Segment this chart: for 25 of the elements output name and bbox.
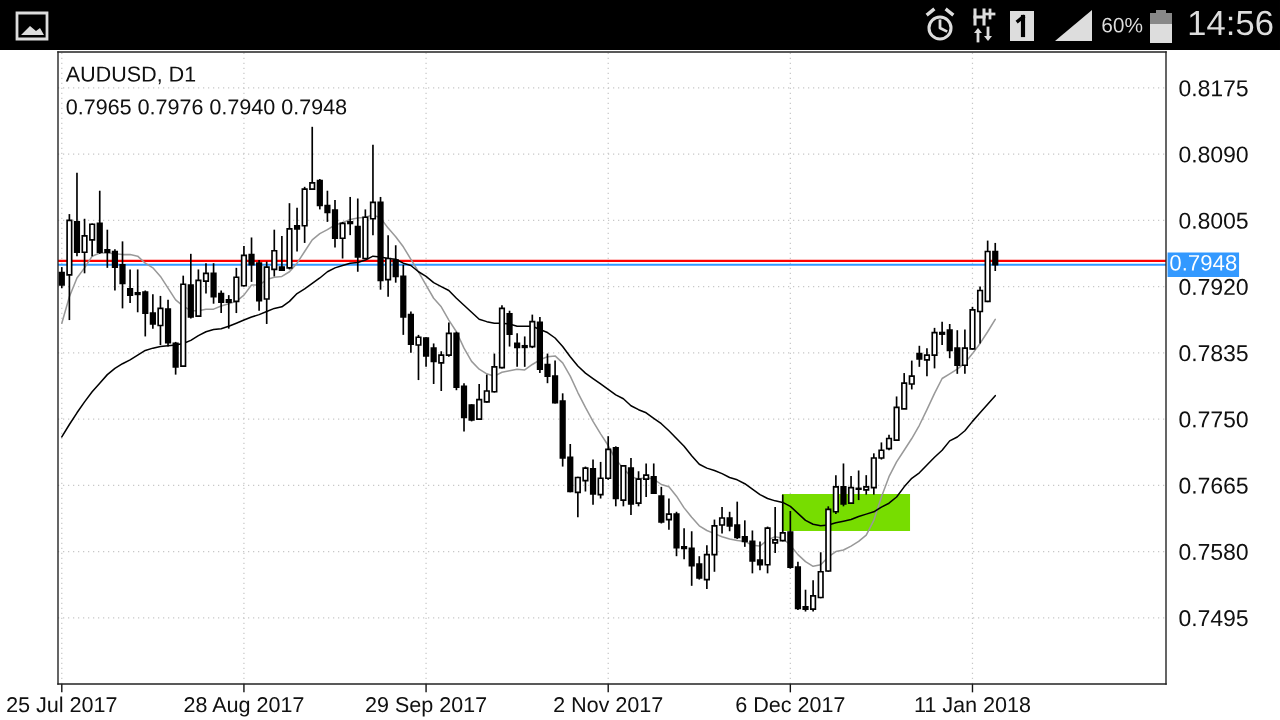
- text: 0.7965 0.7976 0.7940 0.7948: [66, 99, 347, 115]
- candlestick: [908, 359, 915, 391]
- candlestick: [514, 332, 521, 368]
- text: 14:56: [1189, 10, 1273, 36]
- candlestick: [916, 344, 923, 368]
- y-tick-label: 0.8175: [1179, 80, 1248, 97]
- x-tick-label: 11 Jan 2018: [915, 697, 1031, 713]
- candlestick: [126, 268, 134, 304]
- x-tick-label: 25 Jul 2017: [7, 696, 117, 713]
- y-tick-label: 0.7835: [1179, 345, 1248, 362]
- y-tick-label: 0.7495: [1179, 610, 1248, 627]
- text: AUDUSD, D1: [65, 66, 196, 85]
- ref-line-label: 0.7948: [1170, 254, 1237, 271]
- y-tick-label: 0.7920: [1179, 278, 1248, 296]
- x-tick-label: 28 Aug 2017: [184, 697, 304, 717]
- y-tick-label: 0.8005: [1179, 212, 1248, 229]
- x-tick-label: 29 Sep 2017: [366, 697, 487, 717]
- y-tick-label: 0.8090: [1179, 146, 1248, 163]
- candlestick: [650, 462, 657, 495]
- x-tick-label: 2 Nov 2017: [554, 697, 663, 713]
- y-tick-label: 0.7665: [1179, 477, 1248, 494]
- text: 60%: [1102, 17, 1143, 33]
- y-tick-label: 0.7750: [1179, 411, 1248, 428]
- x-tick-label: 6 Dec 2017: [736, 697, 845, 713]
- y-tick-label: 0.7580: [1179, 543, 1248, 561]
